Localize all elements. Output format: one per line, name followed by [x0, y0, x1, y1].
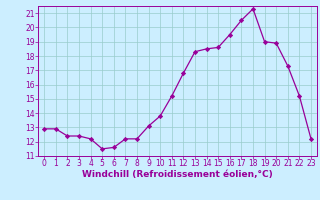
X-axis label: Windchill (Refroidissement éolien,°C): Windchill (Refroidissement éolien,°C) [82, 170, 273, 179]
